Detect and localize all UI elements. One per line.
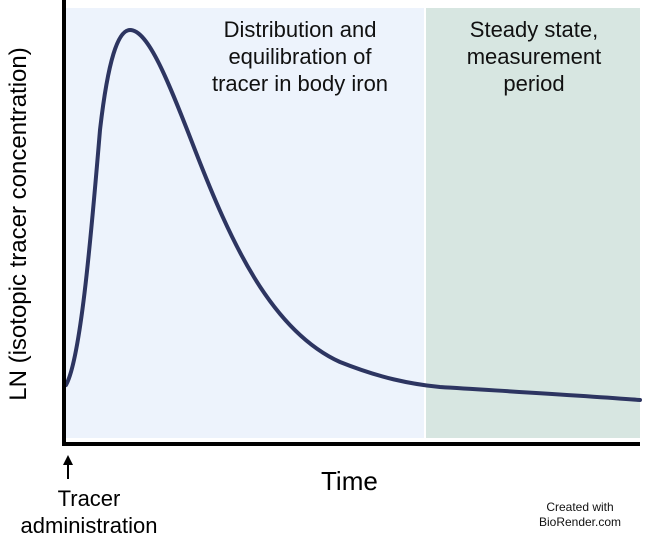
tracer-administration-label: Tracer administration [20,486,158,538]
distribution-phase-label: Distribution and equilibration of tracer… [211,17,389,96]
tracer-concentration-curve [64,27,642,402]
y-axis-label: LN (isotopic tracer concentration) [5,47,32,401]
steady-state-phase-region [426,8,640,438]
x-axis-label: Time [321,466,378,496]
distribution-phase-region [64,8,424,438]
biorender-credit: Created with BioRender.com [538,500,622,529]
steady-state-phase-label: Steady state, measurement period [466,17,602,96]
administration-arrow-head [63,455,73,465]
